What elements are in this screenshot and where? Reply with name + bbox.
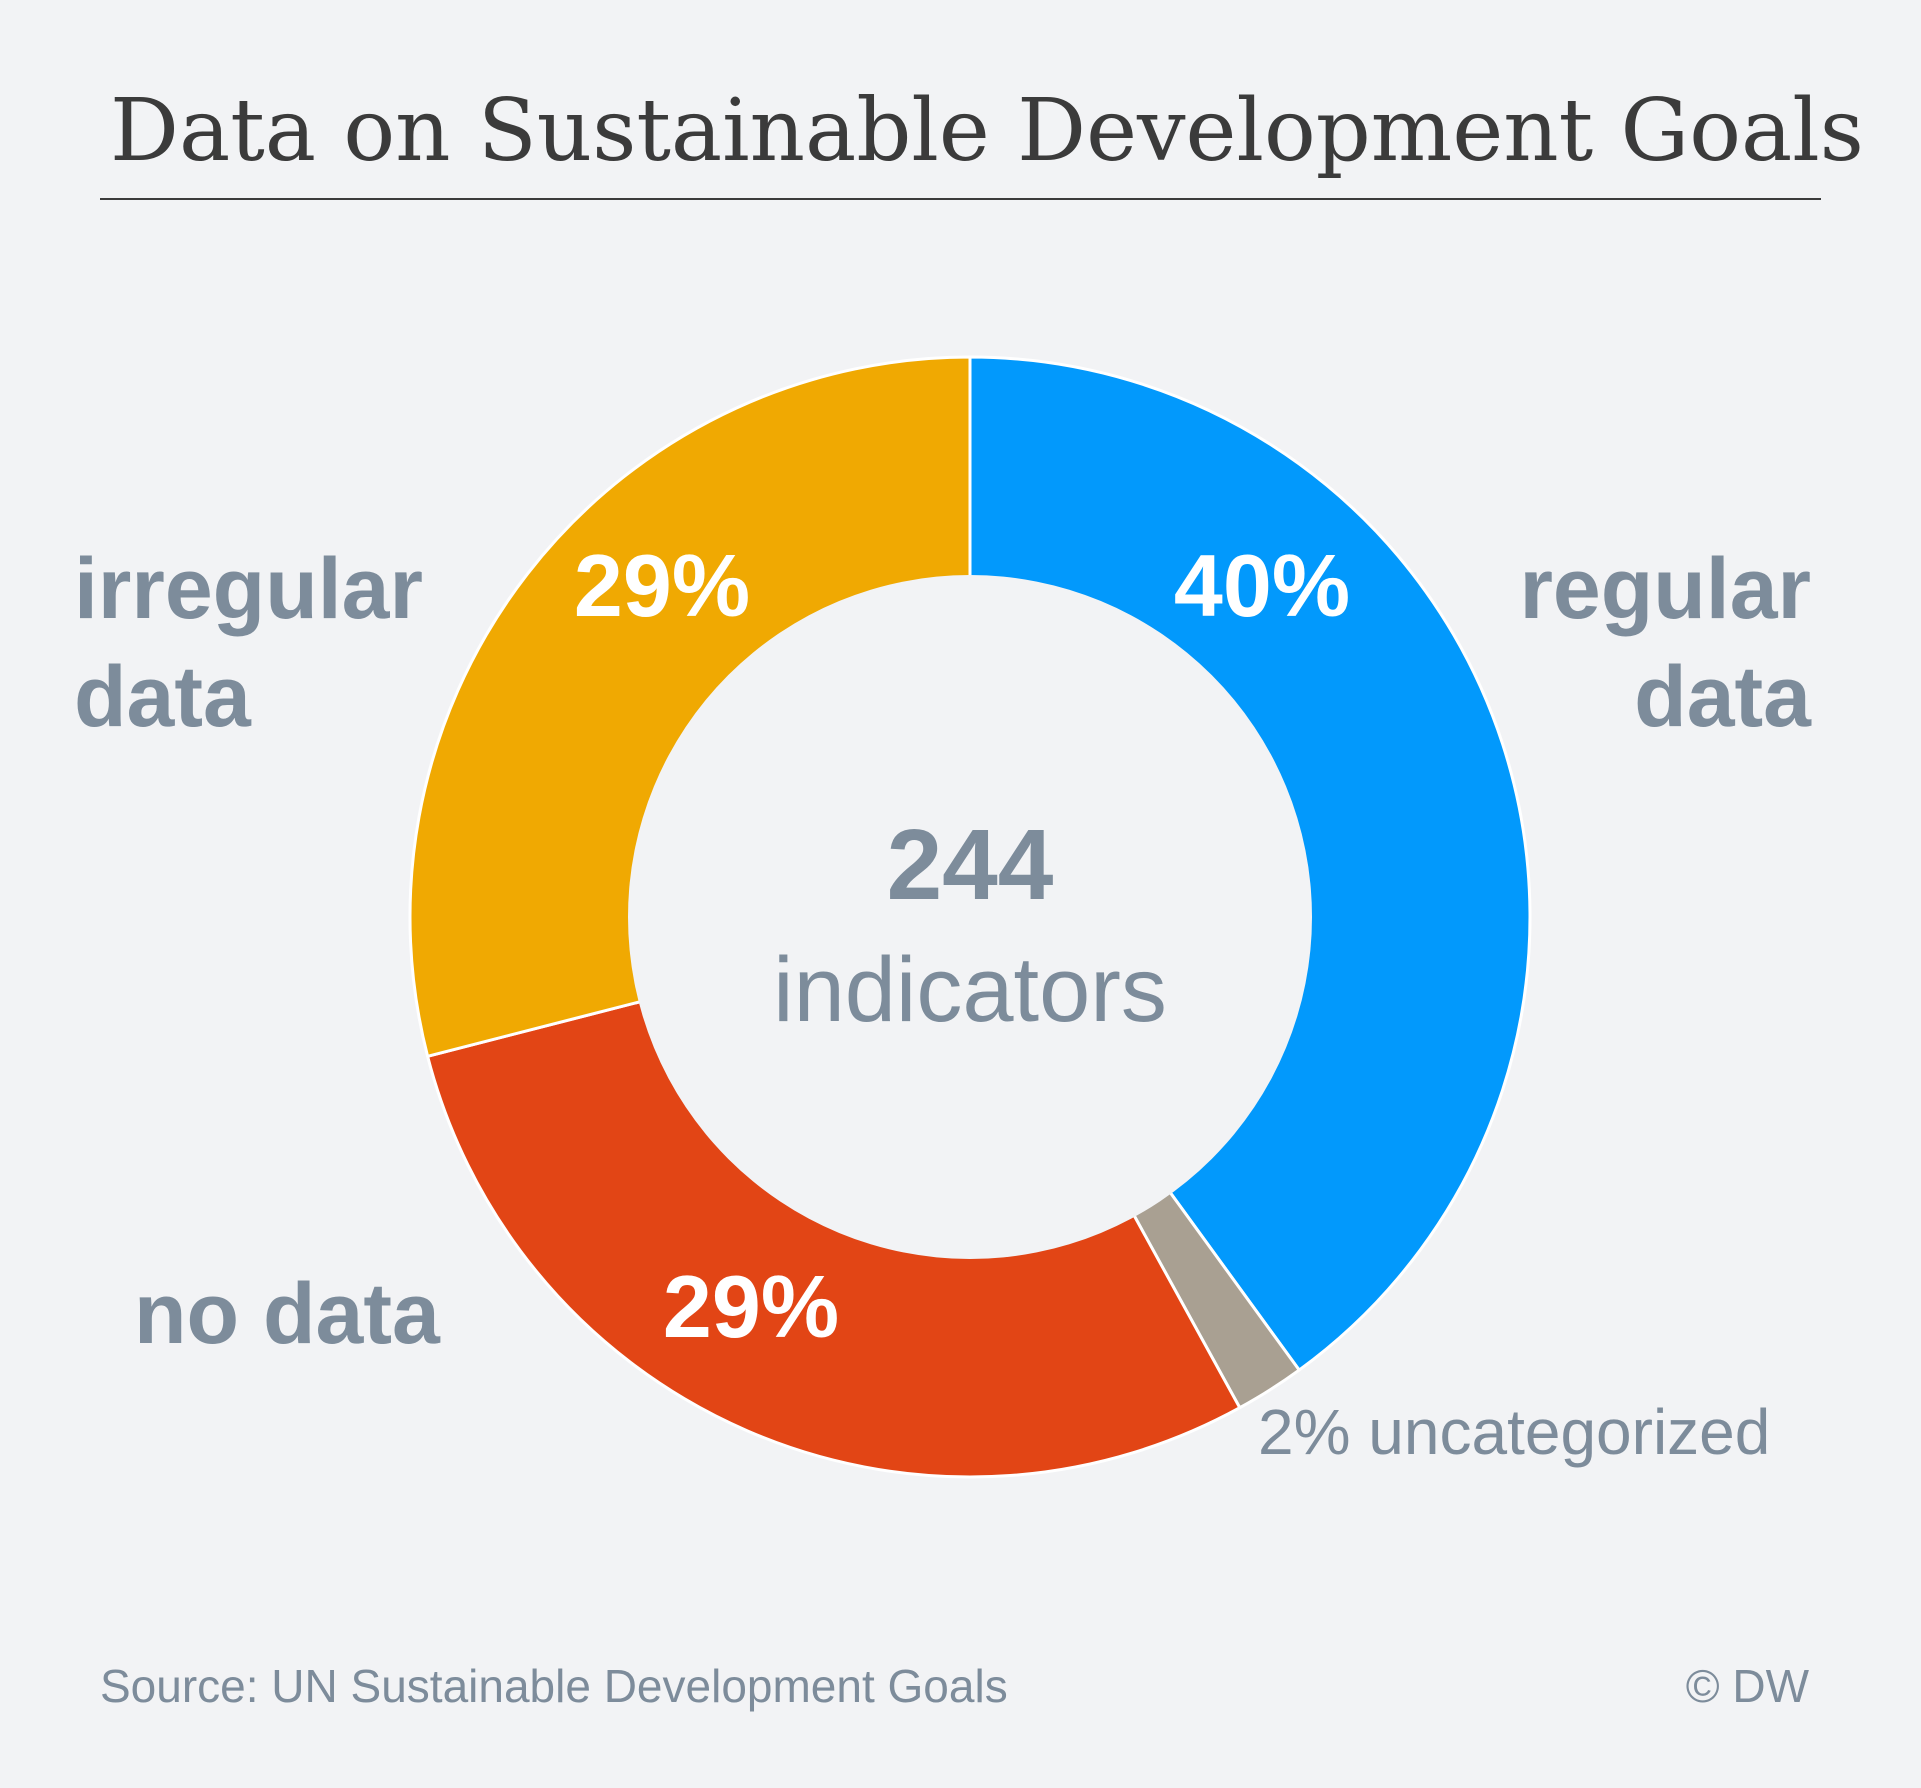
center-count: 244: [886, 809, 1054, 921]
slice-label-irregular: 29%: [573, 536, 751, 635]
label-no-data: no data: [134, 1266, 440, 1362]
label-irregular-data: irregular data: [74, 535, 423, 751]
label-irregular-line1: irregular: [74, 541, 423, 637]
slice-label-no-data: 29%: [662, 1257, 840, 1356]
label-regular-line2: data: [1634, 649, 1811, 745]
slice-label-regular: 40%: [1173, 536, 1351, 635]
chart-title: Data on Sustainable Development Goals: [110, 81, 1864, 181]
title-divider: [100, 198, 1821, 200]
label-regular-line1: regular: [1519, 541, 1811, 637]
credit: © DW: [1685, 1660, 1809, 1712]
donut-hole: [628, 575, 1312, 1259]
label-regular-data: regular data: [1519, 535, 1811, 751]
label-uncategorized: 2% uncategorized: [1258, 1396, 1771, 1468]
center-unit: indicators: [773, 939, 1167, 1041]
source-note: Source: UN Sustainable Development Goals: [100, 1660, 1008, 1712]
label-irregular-line2: data: [74, 649, 251, 745]
